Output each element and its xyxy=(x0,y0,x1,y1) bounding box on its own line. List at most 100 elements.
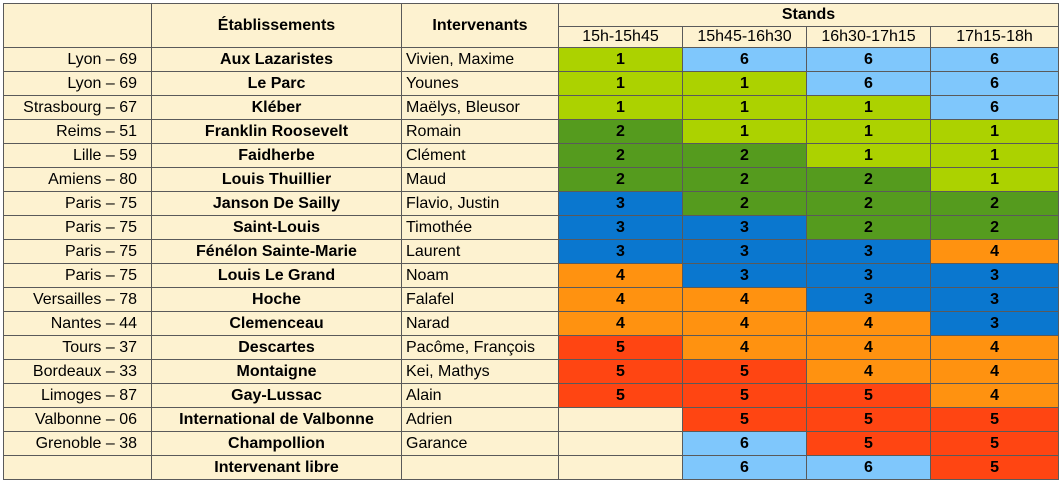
stand-cell: 4 xyxy=(682,335,807,360)
stand-cell xyxy=(558,407,683,432)
stand-cell: 1 xyxy=(929,167,1060,192)
stand-cell: 5 xyxy=(682,407,807,432)
speakers-cell xyxy=(401,455,559,480)
slot-header-4: 17h15-18h xyxy=(929,26,1060,48)
slot-header-2: 15h45-16h30 xyxy=(682,26,807,48)
city-cell: Valbonne – 06 xyxy=(3,407,152,432)
table-row: Paris – 75 Janson De Sailly Flavio, Justin… xyxy=(3,191,1060,216)
establishment-cell: Intervenant libre xyxy=(151,455,402,480)
stand-cell: 4 xyxy=(929,359,1060,384)
table-row: Reims – 51 Franklin Roosevelt Romain 2 1 1 1 xyxy=(3,119,1060,144)
header-row-top: Établissements Intervenants Stands xyxy=(3,3,1060,48)
stand-cell: 4 xyxy=(682,287,807,312)
table-row: Intervenant libre 6 6 5 xyxy=(3,455,1060,480)
city-header xyxy=(3,3,152,48)
stand-cell: 1 xyxy=(558,47,683,72)
establishment-cell: International de Valbonne xyxy=(151,407,402,432)
stand-cell: 5 xyxy=(558,335,683,360)
stand-cell: 1 xyxy=(682,119,807,144)
stand-cell: 1 xyxy=(558,71,683,96)
stand-cell: 4 xyxy=(558,311,683,336)
establishment-cell: Franklin Roosevelt xyxy=(151,119,402,144)
stand-cell: 1 xyxy=(806,143,931,168)
stand-cell: 5 xyxy=(682,359,807,384)
stand-cell: 3 xyxy=(558,239,683,264)
stand-cell: 3 xyxy=(929,263,1060,288)
city-cell: Tours – 37 xyxy=(3,335,152,360)
table-row: Valbonne – 06 International de Valbonne Ad… xyxy=(3,407,1060,432)
establishment-cell: Faidherbe xyxy=(151,143,402,168)
stand-cell: 6 xyxy=(806,71,931,96)
speakers-cell: Maëlys, Bleusor xyxy=(401,95,559,120)
stand-cell: 3 xyxy=(558,215,683,240)
establishment-cell: Fénélon Sainte-Marie xyxy=(151,239,402,264)
stand-cell: 3 xyxy=(682,239,807,264)
establishments-header: Établissements xyxy=(151,3,402,48)
establishment-cell: Saint-Louis xyxy=(151,215,402,240)
table-row: Bordeaux – 33 Montaigne Kei, Mathys 5 5 4 4 xyxy=(3,359,1060,384)
establishment-cell: Louis Thuillier xyxy=(151,167,402,192)
speakers-cell: Pacôme, François xyxy=(401,335,559,360)
stand-cell: 4 xyxy=(806,359,931,384)
stand-cell: 6 xyxy=(806,47,931,72)
slot-header-3: 16h30-17h15 xyxy=(806,26,931,48)
stand-cell: 5 xyxy=(929,455,1060,480)
city-cell: Bordeaux – 33 xyxy=(3,359,152,384)
stand-cell: 6 xyxy=(929,47,1060,72)
stand-cell: 4 xyxy=(806,335,931,360)
city-cell: Paris – 75 xyxy=(3,239,152,264)
establishment-cell: Champollion xyxy=(151,431,402,456)
stand-cell: 6 xyxy=(682,455,807,480)
establishment-cell: Louis Le Grand xyxy=(151,263,402,288)
speakers-cell: Adrien xyxy=(401,407,559,432)
speakers-header: Intervenants xyxy=(401,3,559,48)
stand-cell: 5 xyxy=(929,407,1060,432)
speakers-cell: Younes xyxy=(401,71,559,96)
speakers-cell: Laurent xyxy=(401,239,559,264)
stand-cell: 3 xyxy=(929,311,1060,336)
speakers-cell: Noam xyxy=(401,263,559,288)
stand-cell: 6 xyxy=(929,71,1060,96)
stand-cell: 2 xyxy=(806,167,931,192)
speakers-cell: Romain xyxy=(401,119,559,144)
stand-cell: 3 xyxy=(929,287,1060,312)
stand-cell: 2 xyxy=(806,191,931,216)
table-row: Lyon – 69 Aux Lazaristes Vivien, Maxime 1 6 6… xyxy=(3,47,1060,72)
establishment-cell: Hoche xyxy=(151,287,402,312)
city-cell: Lyon – 69 xyxy=(3,47,152,72)
stand-cell: 4 xyxy=(929,383,1060,408)
stand-cell: 1 xyxy=(806,95,931,120)
stand-cell: 6 xyxy=(929,95,1060,120)
table-row: Lyon – 69 Le Parc Younes 1 1 6 6 xyxy=(3,71,1060,96)
city-cell: Grenoble – 38 xyxy=(3,431,152,456)
stand-cell: 5 xyxy=(929,431,1060,456)
table-row: Paris – 75 Louis Le Grand Noam 4 3 3 3 xyxy=(3,263,1060,288)
stand-cell: 5 xyxy=(558,383,683,408)
speakers-cell: Maud xyxy=(401,167,559,192)
city-cell: Lille – 59 xyxy=(3,143,152,168)
stand-cell: 4 xyxy=(558,287,683,312)
stand-cell: 5 xyxy=(806,431,931,456)
stand-cell: 2 xyxy=(682,191,807,216)
stand-cell: 6 xyxy=(682,47,807,72)
stand-cell: 3 xyxy=(806,263,931,288)
establishment-cell: Descartes xyxy=(151,335,402,360)
stand-cell: 4 xyxy=(558,263,683,288)
stand-cell: 5 xyxy=(682,383,807,408)
stand-cell: 2 xyxy=(682,143,807,168)
city-cell: Paris – 75 xyxy=(3,191,152,216)
table-row: Nantes – 44 Clemenceau Narad 4 4 4 3 xyxy=(3,311,1060,336)
city-cell: Paris – 75 xyxy=(3,263,152,288)
speakers-cell: Garance xyxy=(401,431,559,456)
stand-cell: 2 xyxy=(806,215,931,240)
speakers-cell: Kei, Mathys xyxy=(401,359,559,384)
speakers-cell: Alain xyxy=(401,383,559,408)
table-row: Tours – 37 Descartes Pacôme, François 5 4 4 4 xyxy=(3,335,1060,360)
speakers-cell: Narad xyxy=(401,311,559,336)
stand-cell: 2 xyxy=(682,167,807,192)
table-row: Paris – 75 Saint-Louis Timothée 3 3 2 2 xyxy=(3,215,1060,240)
establishment-cell: Aux Lazaristes xyxy=(151,47,402,72)
city-cell: Strasbourg – 67 xyxy=(3,95,152,120)
stand-cell: 3 xyxy=(806,239,931,264)
speakers-cell: Falafel xyxy=(401,287,559,312)
